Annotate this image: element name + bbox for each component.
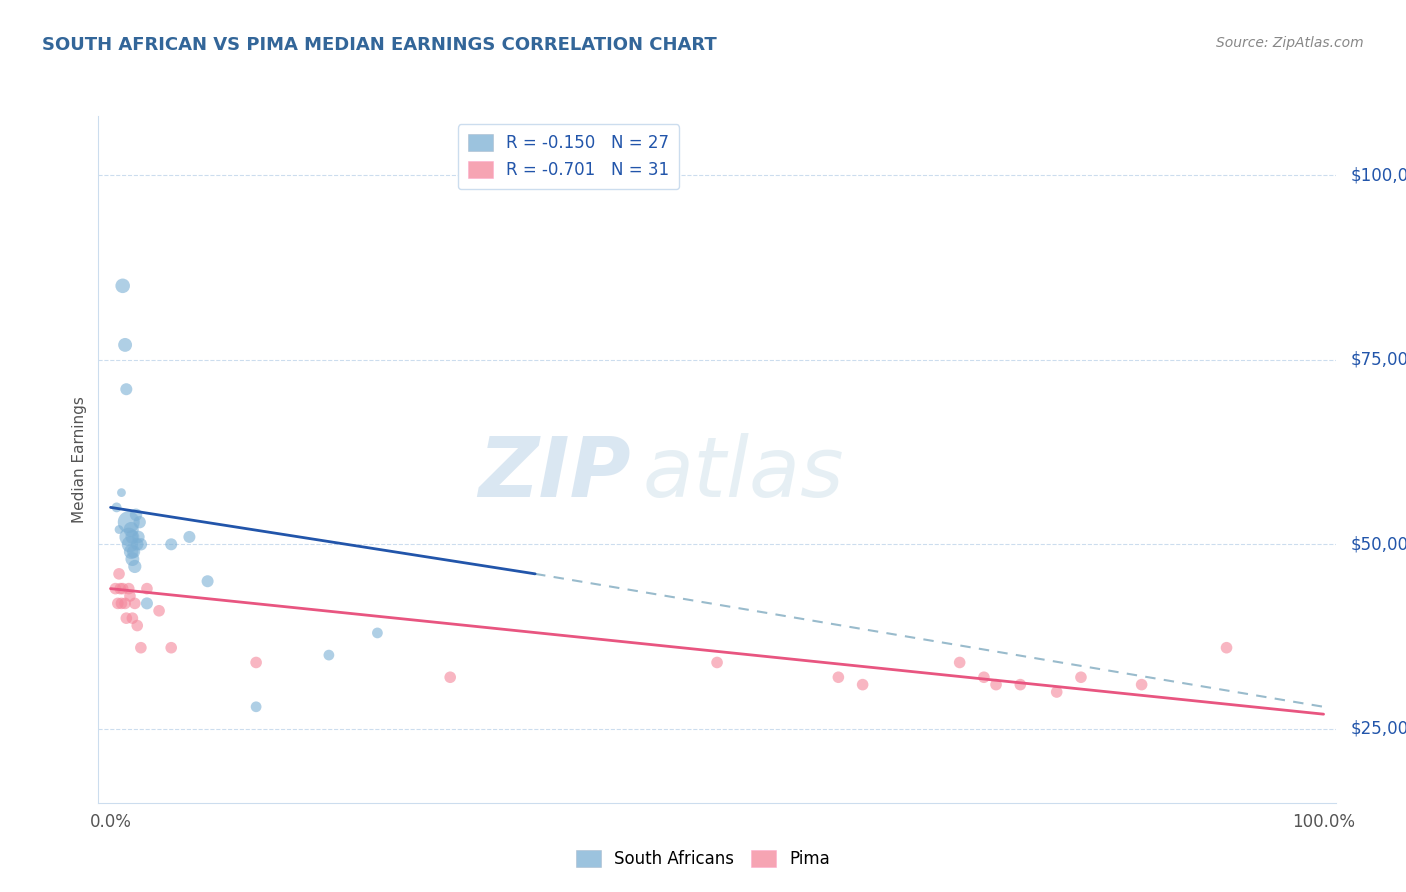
- Point: [852, 678, 875, 692]
- Point: [124, 559, 146, 574]
- Point: [827, 670, 849, 684]
- Text: $25,000: $25,000: [1351, 720, 1406, 738]
- Point: [136, 596, 159, 610]
- Text: atlas: atlas: [643, 433, 845, 514]
- Point: [128, 515, 150, 529]
- Point: [108, 523, 131, 537]
- Point: [107, 596, 129, 610]
- Point: [706, 656, 728, 670]
- Point: [118, 537, 141, 551]
- Point: [245, 699, 267, 714]
- Point: [108, 566, 131, 581]
- Point: [115, 611, 138, 625]
- Text: $75,000: $75,000: [1351, 351, 1406, 368]
- Point: [1275, 818, 1298, 832]
- Point: [136, 582, 159, 596]
- Point: [973, 670, 995, 684]
- Point: [1010, 678, 1032, 692]
- Point: [129, 537, 152, 551]
- Text: SOUTH AFRICAN VS PIMA MEDIAN EARNINGS CORRELATION CHART: SOUTH AFRICAN VS PIMA MEDIAN EARNINGS CO…: [42, 36, 717, 54]
- Point: [160, 640, 183, 655]
- Point: [318, 648, 340, 662]
- Text: $100,000: $100,000: [1351, 166, 1406, 184]
- Point: [111, 278, 134, 293]
- Point: [127, 530, 149, 544]
- Point: [118, 589, 141, 603]
- Point: [114, 338, 136, 352]
- Point: [197, 574, 219, 589]
- Point: [1130, 678, 1153, 692]
- Legend: South Africans, Pima: South Africans, Pima: [569, 843, 837, 875]
- Point: [122, 544, 145, 558]
- Point: [148, 604, 170, 618]
- Point: [125, 508, 148, 522]
- Point: [110, 582, 132, 596]
- Point: [111, 582, 134, 596]
- Text: $50,000: $50,000: [1351, 535, 1406, 553]
- Point: [179, 530, 201, 544]
- Point: [245, 656, 267, 670]
- Point: [104, 582, 127, 596]
- Point: [110, 485, 132, 500]
- Point: [120, 544, 142, 558]
- Point: [110, 596, 132, 610]
- Point: [127, 618, 149, 632]
- Point: [118, 515, 141, 529]
- Point: [366, 626, 388, 640]
- Text: Source: ZipAtlas.com: Source: ZipAtlas.com: [1216, 36, 1364, 50]
- Point: [127, 537, 149, 551]
- Point: [984, 678, 1007, 692]
- Point: [121, 530, 143, 544]
- Point: [120, 523, 142, 537]
- Point: [115, 382, 138, 396]
- Point: [129, 640, 152, 655]
- Y-axis label: Median Earnings: Median Earnings: [72, 396, 87, 523]
- Point: [118, 530, 141, 544]
- Legend: R = -0.150   N = 27, R = -0.701   N = 31: R = -0.150 N = 27, R = -0.701 N = 31: [458, 124, 679, 189]
- Point: [1215, 640, 1237, 655]
- Point: [439, 670, 461, 684]
- Point: [118, 582, 141, 596]
- Point: [114, 596, 136, 610]
- Point: [121, 611, 143, 625]
- Point: [949, 656, 972, 670]
- Text: ZIP: ZIP: [478, 433, 630, 514]
- Point: [1070, 670, 1092, 684]
- Point: [105, 500, 128, 515]
- Point: [121, 552, 143, 566]
- Point: [160, 537, 183, 551]
- Point: [1046, 685, 1069, 699]
- Point: [124, 596, 146, 610]
